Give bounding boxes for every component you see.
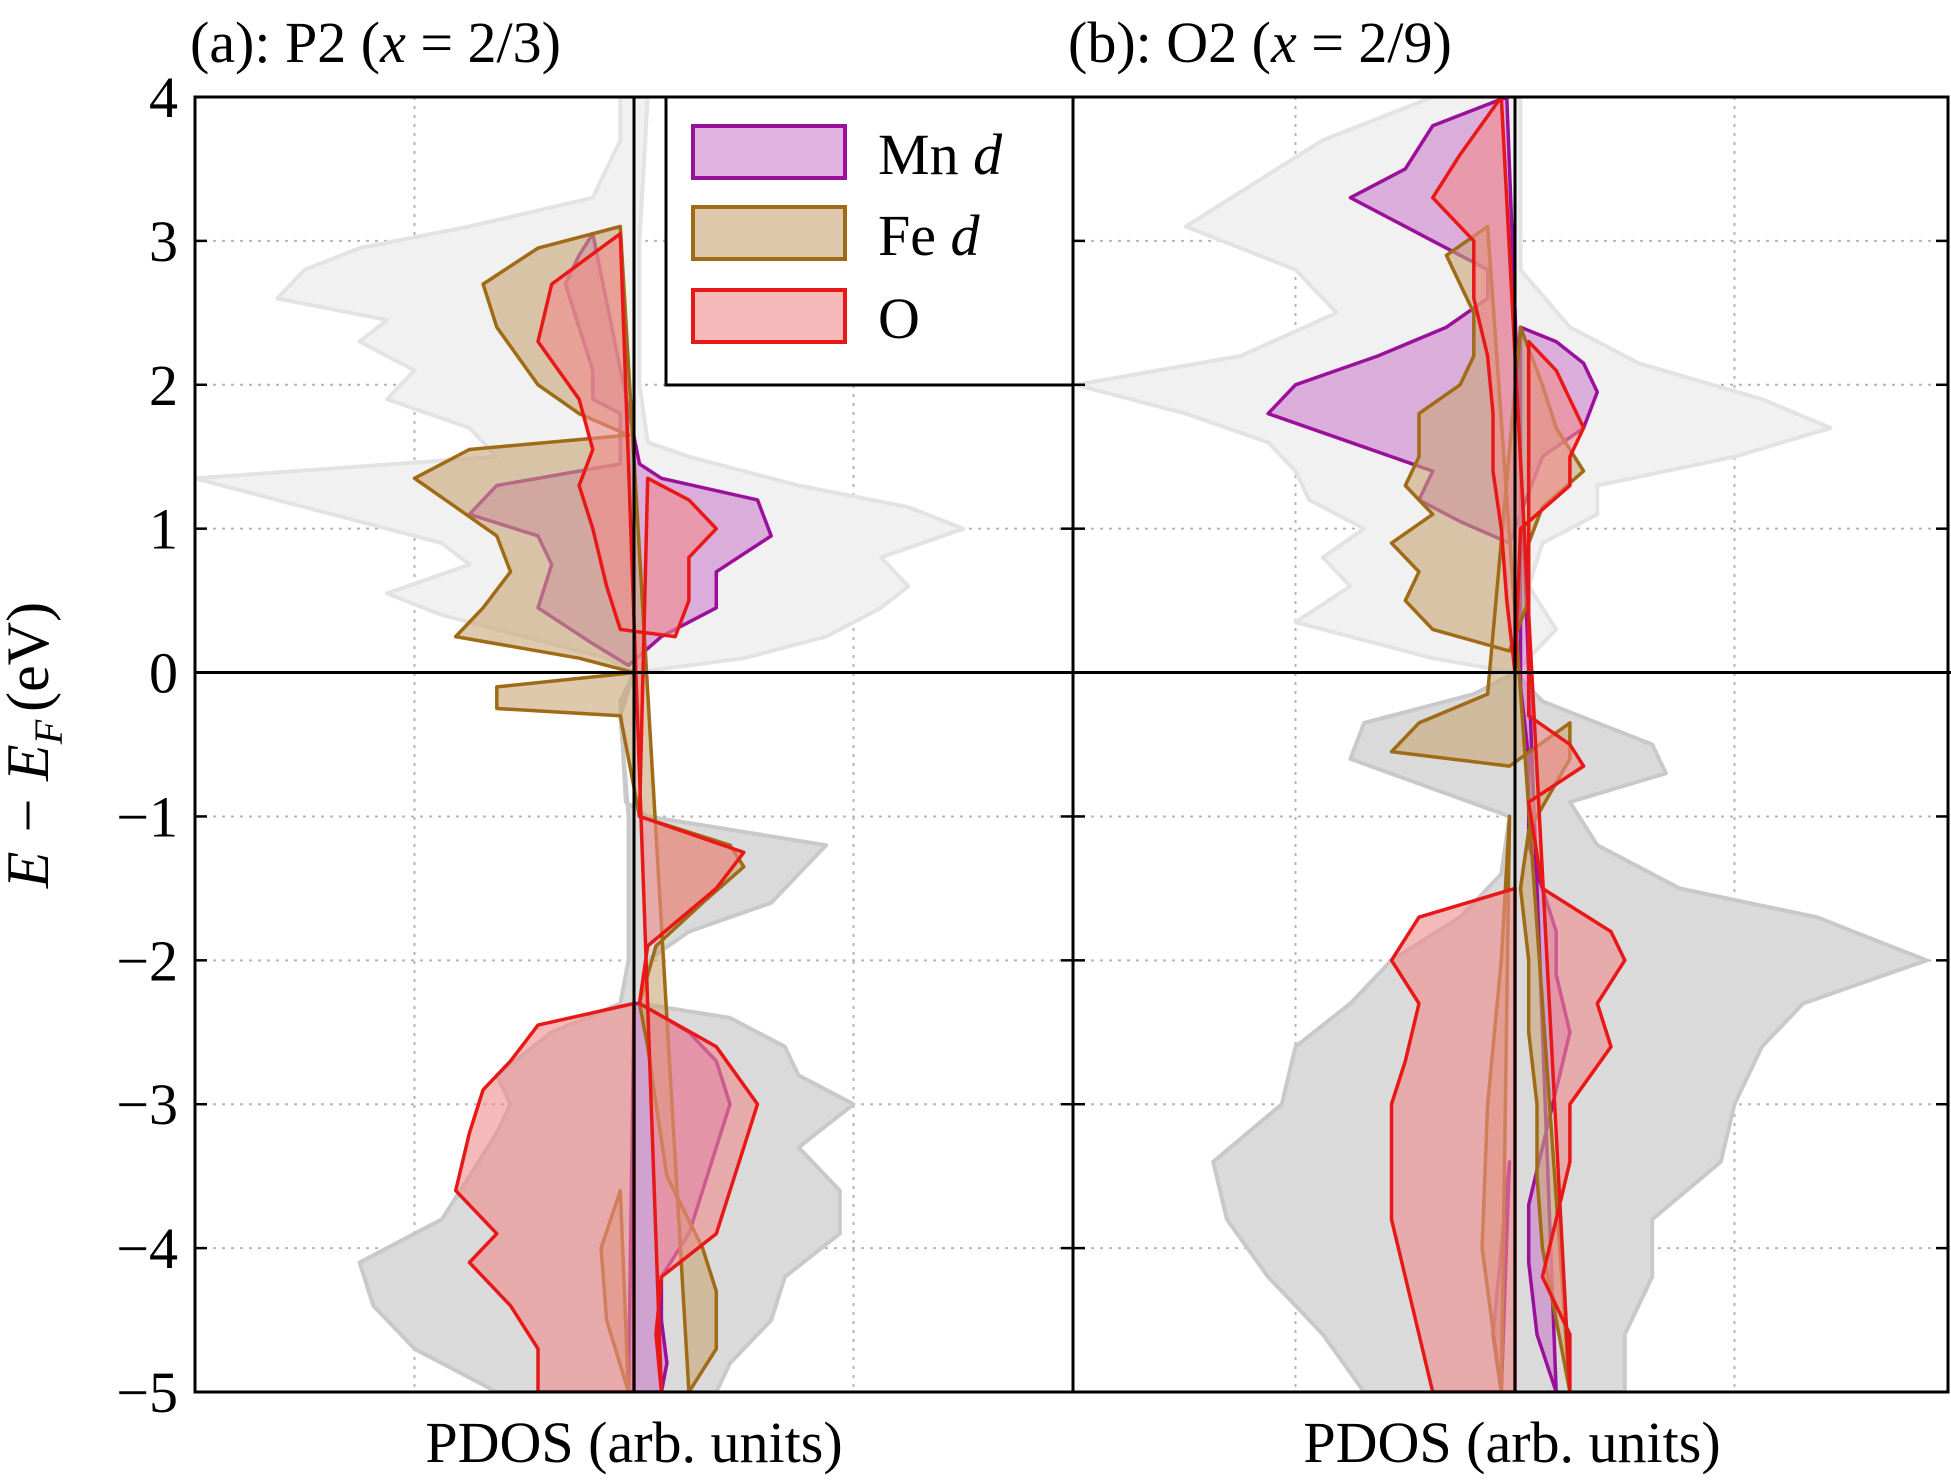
y-tick-label: −5 <box>116 1360 178 1425</box>
panel-b-areas <box>1074 97 1929 1392</box>
legend-swatch-o <box>691 288 847 344</box>
panel-a-title: (a): P2 (x = 2/3) <box>190 10 561 75</box>
panel-a-areas <box>195 97 966 1392</box>
legend: Mn d Fe d O <box>664 95 1075 387</box>
legend-label-o: O <box>878 286 920 351</box>
legend-label-mn: Mn d <box>878 122 1003 187</box>
y-tick-label: 4 <box>149 65 178 130</box>
legend-swatch-fe <box>691 205 847 261</box>
pdos-area-o-up <box>536 231 760 1392</box>
pdos-area-o-down <box>1389 886 1517 1392</box>
pdos-area-o-up <box>1430 97 1627 1392</box>
y-tick-label: −3 <box>116 1072 178 1137</box>
legend-label-fe: Fe d <box>878 203 981 268</box>
y-tick-label: −1 <box>116 784 178 849</box>
y-tick-label: 1 <box>149 497 178 562</box>
y-tick-label: 3 <box>149 209 178 274</box>
panel-b-xlabel: PDOS (arb. units) <box>1303 1410 1720 1475</box>
y-axis-label: E − EF(eV) <box>0 602 71 889</box>
y-tick-label: −2 <box>116 928 178 993</box>
panel-a-plot <box>195 97 1073 1392</box>
y-tick-labels: 4 3 2 1 0 −1 −2 −3 −4 −5 <box>116 65 178 1425</box>
panel-b-title: (b): O2 (x = 2/9) <box>1068 10 1452 75</box>
y-tick-label: 2 <box>149 353 178 418</box>
pdos-area-o-down <box>453 1001 636 1392</box>
panel-a-xlabel: PDOS (arb. units) <box>425 1410 842 1475</box>
panel-b-plot <box>1073 97 1951 1392</box>
y-tick-label: −4 <box>116 1216 178 1281</box>
y-tick-label: 0 <box>149 641 178 706</box>
legend-swatch-mn <box>691 124 847 180</box>
